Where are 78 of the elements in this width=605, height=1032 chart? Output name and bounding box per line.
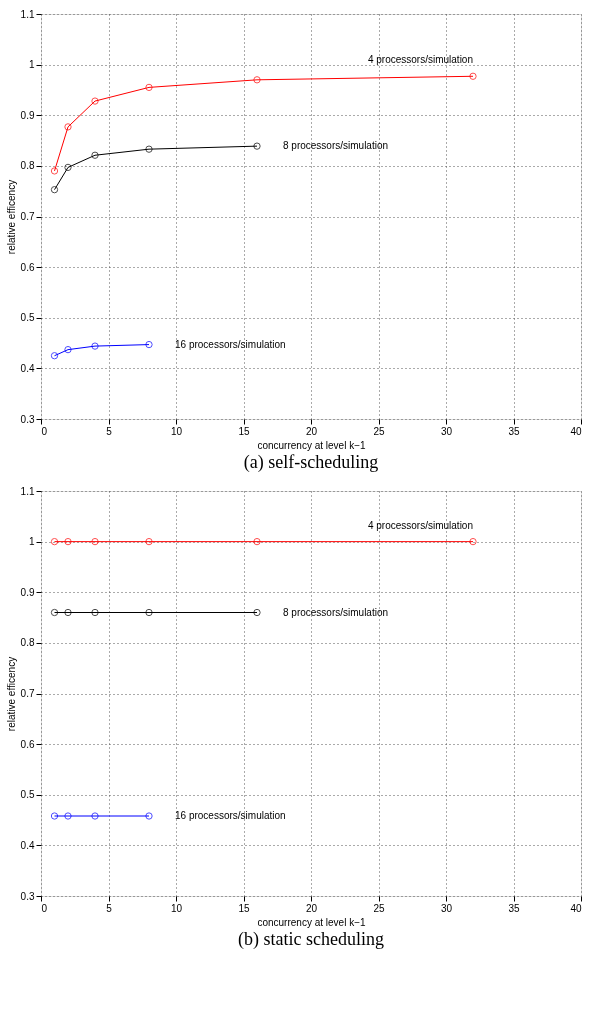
point bbox=[91, 151, 99, 159]
y-tick-label: 0.7 bbox=[20, 688, 35, 699]
y-tick-label: 1 bbox=[28, 536, 35, 548]
x-tick-label: 10 bbox=[170, 425, 183, 437]
x-tick-label: 40 bbox=[570, 425, 582, 437]
point bbox=[64, 537, 72, 546]
x-tick-label: 20 bbox=[305, 425, 318, 437]
x-tick-label: 20 bbox=[305, 902, 318, 914]
y-axis-title: relative efficency bbox=[5, 179, 17, 255]
text: (a) self-scheduling bbox=[243, 452, 379, 473]
point bbox=[50, 167, 59, 175]
point bbox=[253, 608, 261, 617]
y-tick-label: 0.4 bbox=[20, 362, 35, 374]
x-tick-label: 40 bbox=[570, 902, 582, 914]
x-axis-title: concurrency at level k−1 bbox=[257, 439, 366, 451]
point bbox=[145, 812, 153, 820]
point bbox=[91, 342, 99, 350]
y-axis-title: relative efficency bbox=[5, 656, 17, 732]
text: 16 processors/simulation bbox=[175, 810, 286, 822]
point bbox=[469, 537, 477, 546]
x-tick-label: 0 bbox=[41, 425, 48, 437]
x-tick-label: 25 bbox=[373, 902, 385, 914]
x-tick-label: 25 bbox=[373, 425, 385, 437]
point bbox=[145, 340, 153, 349]
x-tick-label: 5 bbox=[106, 425, 113, 437]
point bbox=[64, 123, 72, 131]
y-tick-label: 0.4 bbox=[20, 839, 35, 851]
x-tick-label: 10 bbox=[170, 902, 183, 914]
point bbox=[469, 72, 477, 80]
point bbox=[253, 142, 261, 150]
x-tick-label: 35 bbox=[508, 902, 520, 914]
point bbox=[253, 76, 261, 84]
point bbox=[50, 608, 59, 617]
x-tick-label: 30 bbox=[440, 902, 453, 914]
x-tick-label: 0 bbox=[41, 902, 48, 914]
x-axis-title: concurrency at level k−1 bbox=[257, 916, 366, 928]
y-tick-label: 0.6 bbox=[20, 261, 35, 273]
text: (b) static scheduling bbox=[238, 929, 384, 950]
point bbox=[64, 812, 72, 820]
point bbox=[50, 352, 59, 360]
point bbox=[64, 163, 72, 172]
point bbox=[145, 537, 153, 546]
text: 16 processors/simulation bbox=[175, 338, 286, 350]
point bbox=[91, 812, 99, 820]
x-tick-label: 5 bbox=[106, 902, 113, 914]
y-tick-label: 0.8 bbox=[20, 160, 35, 172]
point bbox=[50, 812, 59, 820]
y-tick-label: 0.9 bbox=[20, 586, 35, 598]
point bbox=[91, 97, 99, 105]
y-tick-label: 0.7 bbox=[20, 211, 35, 222]
series-label: 4 processors/simulation bbox=[367, 519, 473, 531]
y-tick-label: 0.6 bbox=[20, 738, 35, 750]
point bbox=[50, 186, 59, 194]
point bbox=[145, 145, 153, 153]
y-tick-label: 0.3 bbox=[20, 890, 35, 902]
point bbox=[64, 345, 72, 354]
text: 8 processors/simulation bbox=[283, 140, 389, 152]
y-tick-label: 0.5 bbox=[20, 312, 35, 324]
x-tick-label: 35 bbox=[508, 425, 520, 437]
point bbox=[145, 608, 153, 617]
point bbox=[253, 537, 261, 546]
point bbox=[91, 608, 99, 617]
point bbox=[50, 537, 59, 546]
y-tick-label: 0.8 bbox=[20, 637, 35, 649]
x-tick-label: 15 bbox=[238, 902, 250, 914]
series-label: 4 processors/simulation bbox=[367, 54, 473, 66]
point bbox=[145, 83, 153, 92]
x-tick-label: 30 bbox=[440, 425, 453, 437]
point bbox=[64, 608, 72, 617]
y-tick-label: 1.1 bbox=[20, 8, 35, 20]
y-tick-label: 1 bbox=[28, 59, 35, 71]
point bbox=[91, 537, 99, 546]
y-tick-label: 0.3 bbox=[20, 413, 35, 425]
y-tick-label: 0.9 bbox=[20, 109, 35, 121]
x-tick-label: 15 bbox=[238, 425, 250, 437]
y-tick-label: 1.1 bbox=[20, 485, 35, 497]
y-tick-label: 0.5 bbox=[20, 789, 35, 801]
text: 8 processors/simulation bbox=[283, 606, 389, 618]
